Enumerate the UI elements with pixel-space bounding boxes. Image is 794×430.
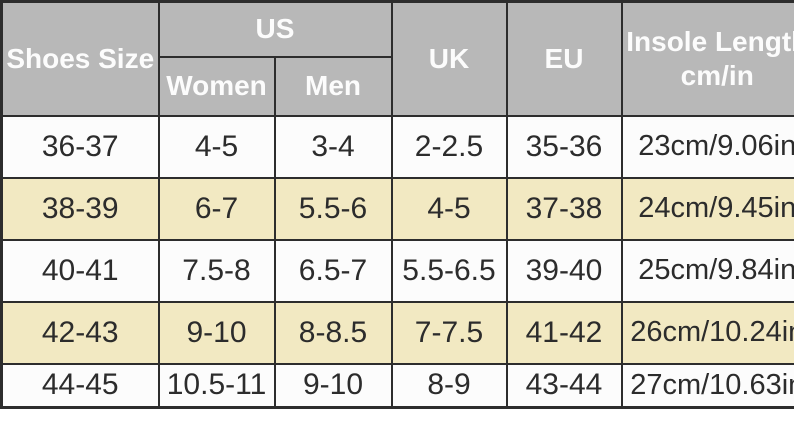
cell-shoes-size: 40-41 bbox=[0, 238, 160, 303]
cell-us-women: 4-5 bbox=[157, 114, 276, 179]
cell-us-men: 5.5-6 bbox=[273, 176, 393, 241]
table-header: Shoes Size US UK EU Insole Length cm/in … bbox=[0, 0, 794, 117]
cell-us-women: 9-10 bbox=[157, 300, 276, 365]
table-body: 36-37 4-5 3-4 2-2.5 35-36 23cm/9.06in 38… bbox=[0, 114, 794, 409]
cell-us-women: 7.5-8 bbox=[157, 238, 276, 303]
cell-us-men: 8-8.5 bbox=[273, 300, 393, 365]
cell-eu: 35-36 bbox=[505, 114, 623, 179]
header-shoes-size: Shoes Size bbox=[0, 0, 160, 117]
cell-insole-length: 24cm/9.45in bbox=[620, 176, 794, 241]
cell-uk: 2-2.5 bbox=[390, 114, 508, 179]
table-row: 44-45 10.5-11 9-10 8-9 43-44 27cm/10.63i… bbox=[0, 362, 794, 409]
cell-uk: 8-9 bbox=[390, 362, 508, 409]
header-us-men: Men bbox=[273, 55, 393, 117]
cell-shoes-size: 42-43 bbox=[0, 300, 160, 365]
insole-length-line2: cm/in bbox=[680, 59, 754, 91]
cell-shoes-size: 36-37 bbox=[0, 114, 160, 179]
cell-insole-length: 26cm/10.24in bbox=[620, 300, 794, 365]
cell-us-women: 10.5-11 bbox=[157, 362, 276, 409]
cell-us-men: 9-10 bbox=[273, 362, 393, 409]
cell-shoes-size: 38-39 bbox=[0, 176, 160, 241]
cell-eu: 43-44 bbox=[505, 362, 623, 409]
header-uk: UK bbox=[390, 0, 508, 117]
cell-us-men: 3-4 bbox=[273, 114, 393, 179]
cell-eu: 41-42 bbox=[505, 300, 623, 365]
cell-eu: 39-40 bbox=[505, 238, 623, 303]
table-row: 38-39 6-7 5.5-6 4-5 37-38 24cm/9.45in bbox=[0, 176, 794, 241]
header-eu: EU bbox=[505, 0, 623, 117]
cell-insole-length: 27cm/10.63in bbox=[620, 362, 794, 409]
header-insole-length: Insole Length cm/in bbox=[620, 0, 794, 117]
cell-insole-length: 23cm/9.06in bbox=[620, 114, 794, 179]
cell-us-women: 6-7 bbox=[157, 176, 276, 241]
cell-uk: 7-7.5 bbox=[390, 300, 508, 365]
table-row: 40-41 7.5-8 6.5-7 5.5-6.5 39-40 25cm/9.8… bbox=[0, 238, 794, 303]
cell-shoes-size: 44-45 bbox=[0, 362, 160, 409]
cell-eu: 37-38 bbox=[505, 176, 623, 241]
table-row: 36-37 4-5 3-4 2-2.5 35-36 23cm/9.06in bbox=[0, 114, 794, 179]
cell-insole-length: 25cm/9.84in bbox=[620, 238, 794, 303]
table-row: 42-43 9-10 8-8.5 7-7.5 41-42 26cm/10.24i… bbox=[0, 300, 794, 365]
cell-us-men: 6.5-7 bbox=[273, 238, 393, 303]
size-conversion-table: Shoes Size US UK EU Insole Length cm/in … bbox=[0, 0, 794, 409]
cell-uk: 5.5-6.5 bbox=[390, 238, 508, 303]
header-us-women: Women bbox=[157, 55, 276, 117]
header-us-group: US bbox=[157, 0, 393, 58]
insole-length-line1: Insole Length bbox=[626, 25, 794, 57]
cell-uk: 4-5 bbox=[390, 176, 508, 241]
